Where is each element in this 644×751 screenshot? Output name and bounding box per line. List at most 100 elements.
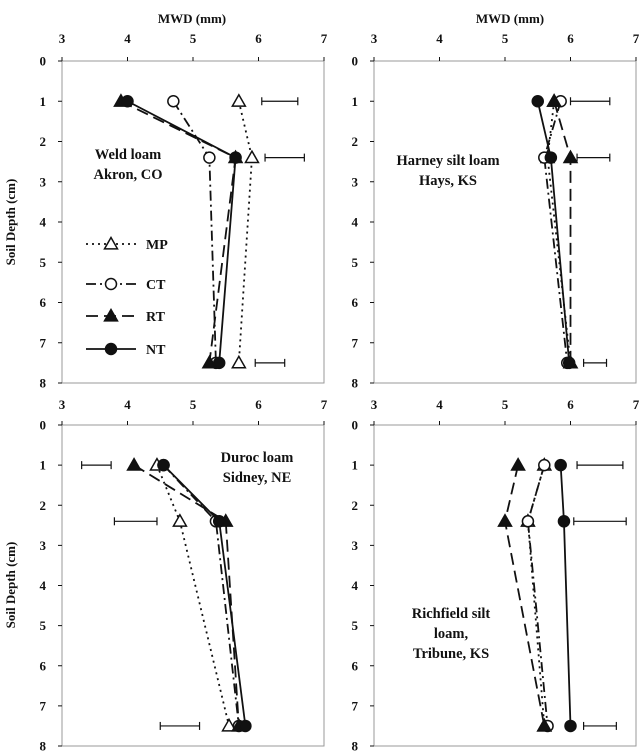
x-tick-label: 7 (633, 397, 640, 412)
legend-marker (106, 344, 117, 355)
x-tick-label: 6 (567, 31, 574, 46)
x-tick-label: 3 (371, 31, 378, 46)
y-tick-label: 2 (352, 134, 359, 149)
x-tick-label: 5 (190, 397, 197, 412)
panel-1: 3 4 5 6 7 0 1 2 3 4 5 6 7 8 Weld loam Akron, CO (40, 31, 328, 391)
y-tick-label: 4 (40, 215, 47, 230)
plot-area (62, 61, 324, 383)
y-tick-label: 5 (352, 255, 359, 270)
y-tick-label: 7 (352, 698, 359, 713)
data-point-nt (214, 357, 225, 368)
panel-label: Sidney, NE (223, 470, 292, 486)
y-tick-label: 2 (40, 498, 47, 513)
legend-label: CT (146, 278, 166, 293)
x-tick-label: 7 (633, 31, 640, 46)
y-tick-label: 6 (40, 658, 47, 673)
y-tick-label: 6 (352, 658, 359, 673)
y-tick-label: 7 (352, 335, 359, 350)
x-tick-label: 5 (502, 397, 509, 412)
y-tick-label: 6 (352, 295, 359, 310)
data-point-ct (168, 96, 179, 107)
y-tick-label: 6 (40, 295, 47, 310)
y-tick-label: 8 (40, 376, 47, 391)
x-tick-label: 3 (371, 397, 378, 412)
x-tick-label: 5 (502, 31, 509, 46)
panel-label: Weld loam (95, 147, 161, 163)
panel-label: Akron, CO (93, 167, 162, 183)
legend-label: MP (146, 238, 168, 253)
y-tick-label: 3 (40, 174, 47, 189)
y-tick-label: 0 (352, 418, 359, 433)
legend-label: NT (146, 343, 166, 358)
y-tick-label: 3 (352, 538, 359, 553)
panel-label: Tribune, KS (413, 646, 489, 662)
y-tick-label: 3 (40, 538, 47, 553)
panel-label: Harney silt loam (396, 153, 499, 169)
panel-3: 3 4 5 6 7 0 1 2 3 4 5 6 7 8 Duroc loam Sidney, NE (40, 397, 328, 751)
y-tick-label: 5 (40, 618, 47, 633)
panel-label: Richfield silt (412, 606, 491, 622)
data-point-nt (545, 152, 556, 163)
panel-label: Hays, KS (419, 173, 477, 189)
y-tick-label: 2 (40, 134, 47, 149)
x-tick-label: 3 (59, 31, 66, 46)
y-tick-label: 3 (352, 174, 359, 189)
panel-label: Duroc loam (221, 450, 294, 466)
plot-area (374, 61, 636, 383)
data-point-nt (564, 357, 575, 368)
plot-area (374, 425, 636, 746)
y-tick-label: 0 (352, 54, 359, 69)
data-point-nt (122, 96, 133, 107)
y-tick-label: 8 (352, 376, 359, 391)
y-tick-label: 0 (40, 54, 47, 69)
y-tick-label: 5 (40, 255, 47, 270)
panel-2: 3 4 5 6 7 0 1 2 3 4 5 6 7 8 Harney silt loam Hays, KS (352, 31, 640, 391)
y-tick-label: 4 (40, 578, 47, 593)
data-point-ct (522, 516, 533, 527)
x-tick-label: 4 (124, 397, 131, 412)
x-axis-title-right: MWD (mm) (476, 11, 544, 26)
y-tick-label: 1 (40, 458, 47, 473)
y-axis-title-top: Soil Depth (cm) (3, 179, 18, 266)
y-tick-label: 4 (352, 578, 359, 593)
panel-4: 3 4 5 6 7 0 1 2 3 4 5 6 7 8 Richfield silt loam, Tribune… (352, 397, 640, 751)
y-tick-label: 8 (352, 739, 359, 751)
x-tick-label: 3 (59, 397, 66, 412)
y-tick-label: 1 (40, 94, 47, 109)
x-tick-label: 6 (255, 31, 262, 46)
data-point-nt (158, 460, 169, 471)
x-axis-title-left: MWD (mm) (158, 11, 226, 26)
data-point-nt (555, 460, 566, 471)
x-tick-label: 6 (567, 397, 574, 412)
x-tick-label: 7 (321, 31, 328, 46)
legend-marker (106, 279, 117, 290)
x-tick-label: 4 (124, 31, 131, 46)
x-tick-label: 4 (436, 31, 443, 46)
y-axis-title-bottom: Soil Depth (cm) (3, 542, 18, 629)
y-tick-label: 5 (352, 618, 359, 633)
chart-panels: 3 4 5 6 7 0 1 2 3 4 5 6 7 8 Weld loam Akron, CO 3 4 5 6 7 0 1 2… (40, 31, 640, 751)
data-point-nt (230, 152, 241, 163)
x-tick-label: 6 (255, 397, 262, 412)
data-point-ct (539, 460, 550, 471)
data-point-nt (532, 96, 543, 107)
data-point-nt (240, 720, 251, 731)
y-tick-label: 8 (40, 739, 47, 751)
x-tick-label: 5 (190, 31, 197, 46)
data-point-nt (565, 720, 576, 731)
x-tick-label: 4 (436, 397, 443, 412)
data-point-nt (214, 516, 225, 527)
data-point-ct (204, 152, 215, 163)
panel-label: loam, (434, 626, 469, 642)
y-tick-label: 2 (352, 498, 359, 513)
data-point-nt (558, 516, 569, 527)
y-tick-label: 4 (352, 215, 359, 230)
y-tick-label: 1 (352, 458, 359, 473)
y-tick-label: 0 (40, 418, 47, 433)
y-tick-label: 7 (40, 698, 47, 713)
y-tick-label: 7 (40, 335, 47, 350)
x-tick-label: 7 (321, 397, 328, 412)
legend-label: RT (146, 310, 166, 325)
y-tick-label: 1 (352, 94, 359, 109)
